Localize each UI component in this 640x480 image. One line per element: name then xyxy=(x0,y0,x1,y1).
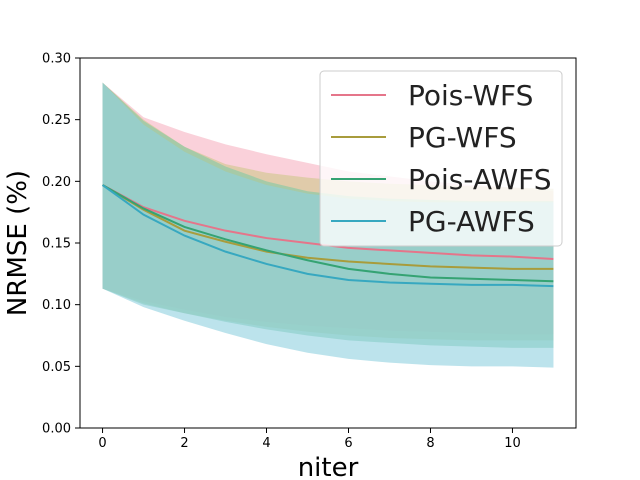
y-tick-label: 0.05 xyxy=(42,360,71,375)
line-pg-awfs xyxy=(101,184,554,288)
legend-frame xyxy=(319,70,563,247)
y-tick-label: 0.30 xyxy=(42,52,71,67)
line-pois-awfs xyxy=(102,184,554,283)
line-pg-wfs xyxy=(102,184,554,270)
x-tick-label: 10 xyxy=(504,436,521,451)
y-axis: 0.00 0.05 0.10 0.15 0.20 0.25 0.30 xyxy=(42,52,80,437)
legend-label: PG-AWFS xyxy=(408,205,535,238)
y-tick-label: 0.15 xyxy=(42,237,71,252)
x-tick-label: 6 xyxy=(344,436,352,451)
x-axis: 0 2 4 6 8 10 xyxy=(98,428,521,451)
y-tick-label: 0.00 xyxy=(42,422,71,437)
x-axis-label: niter xyxy=(298,453,359,480)
y-axis-label: NRMSE (%) xyxy=(3,170,33,316)
x-tick-label: 4 xyxy=(262,436,270,451)
x-tick-label: 8 xyxy=(426,436,434,451)
legend-label: PG-WFS xyxy=(408,121,517,154)
y-tick-label: 0.10 xyxy=(42,298,71,313)
legend: Pois-WFS PG-WFS Pois-AWFS PG-AWFS xyxy=(319,70,563,247)
y-tick-label: 0.25 xyxy=(42,113,71,128)
x-tick-label: 0 xyxy=(98,436,106,451)
y-tick-label: 0.20 xyxy=(42,175,71,190)
legend-label: Pois-WFS xyxy=(408,79,533,112)
x-tick-label: 2 xyxy=(180,436,188,451)
legend-label: Pois-AWFS xyxy=(408,163,552,196)
